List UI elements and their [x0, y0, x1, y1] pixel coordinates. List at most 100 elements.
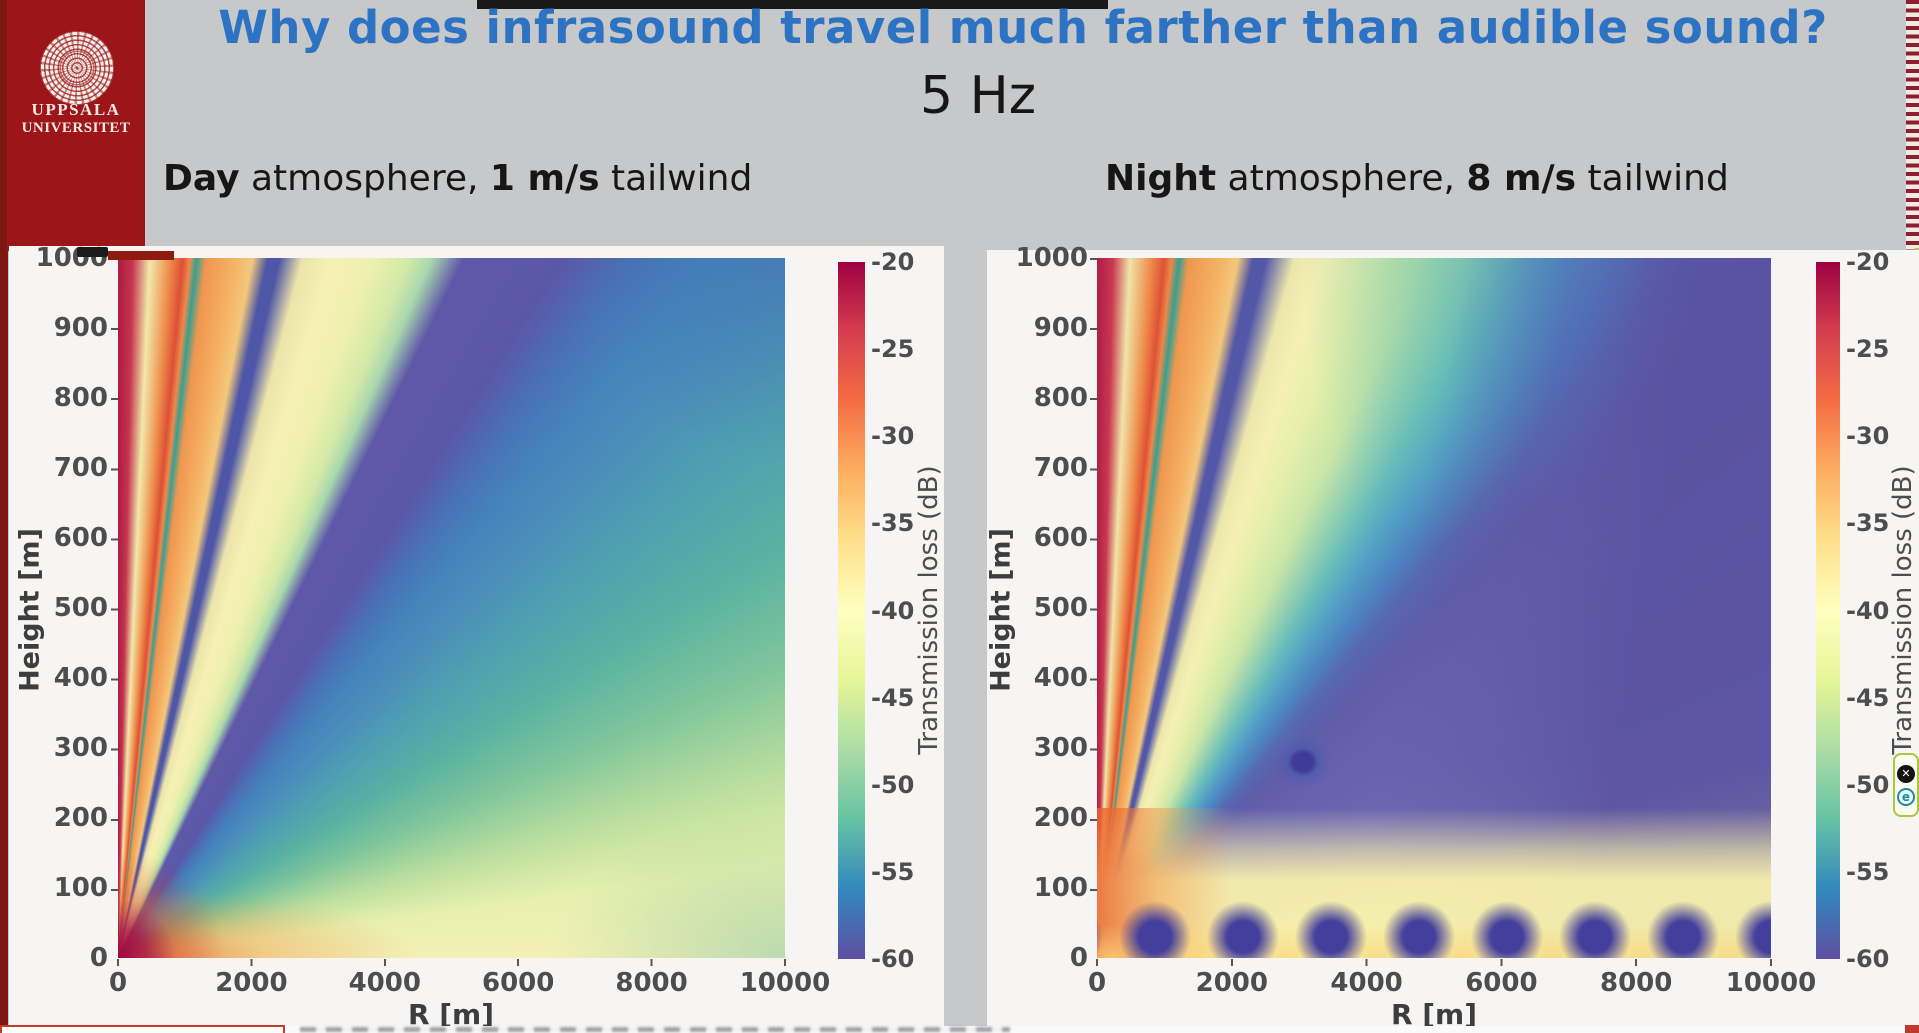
tick-label: -45: [871, 683, 915, 712]
tick-label: -25: [1846, 335, 1890, 364]
day-y-tick-marks: [111, 258, 118, 959]
tick-label: -40: [871, 596, 915, 625]
tick-label: 200: [53, 803, 108, 833]
tick-label: -40: [1846, 596, 1890, 625]
tick-label: 800: [53, 383, 108, 413]
tick-label: -60: [1846, 945, 1890, 973]
university-name-line1: UPPSALA: [31, 100, 121, 119]
tick-label: 0: [108, 968, 128, 998]
day-x-tick-labels: 0 2000 4000 6000 8000 10000: [70, 968, 833, 998]
tick-label: 300: [53, 733, 108, 763]
tick-label: 0: [1069, 943, 1088, 973]
night-text2: tailwind: [1576, 158, 1729, 199]
day-colorbar-tick-labels: -20 -25 -30 -35 -40 -45 -50 -55 -60: [871, 250, 914, 971]
tick-label: 900: [1033, 313, 1088, 343]
day-condition-header: Day atmosphere, 1 m/s tailwind: [163, 158, 752, 199]
slide-title: Why does infrasound travel much farther …: [218, 1, 1828, 54]
day-transmission-loss-heatmap: [118, 258, 785, 958]
tick-label: 600: [53, 523, 108, 553]
tick-label: 8000: [1600, 968, 1673, 998]
night-condition-header: Night atmosphere, 8 m/s tailwind: [1105, 158, 1729, 199]
tick-label: 10000: [739, 968, 831, 998]
tick-label: 0: [89, 943, 108, 973]
top-black-bar: [477, 0, 1108, 9]
tick-label: -35: [871, 509, 915, 538]
overlay-icon-pill: ✕ e: [1893, 753, 1919, 817]
night-y-axis-label: Height [m]: [985, 528, 1017, 692]
day-word: Day: [163, 158, 240, 199]
night-y-tick-marks: [1090, 258, 1097, 959]
day-windspeed: 1 m/s: [489, 158, 600, 199]
tick-label: 900: [53, 313, 108, 343]
university-logo-block: UPPSALA UNIVERSITET: [7, 0, 145, 251]
frequency-label: 5 Hz: [919, 66, 1036, 126]
night-x-axis-label: R [m]: [1390, 998, 1478, 1031]
mini-progress-bar-red: [108, 251, 174, 260]
tick-label: 2000: [1195, 968, 1268, 998]
night-surface-duct-pattern: [1097, 808, 1771, 958]
tick-label: 1000: [1015, 243, 1088, 273]
tick-label: -55: [871, 857, 915, 886]
night-colorbar-title: Transmission loss (dB): [1888, 465, 1918, 755]
day-y-tick-labels: 1000 900 800 700 600 500 400 300 200 100 0: [36, 245, 108, 973]
tick-label: 400: [1033, 663, 1088, 693]
tick-label: -30: [1846, 422, 1890, 451]
tick-label: 0: [1087, 968, 1107, 998]
tick-label: -20: [1846, 248, 1890, 276]
tick-label: 200: [1033, 803, 1088, 833]
day-colorbar: [838, 262, 865, 959]
tick-label: 400: [53, 663, 108, 693]
tick-label: 700: [53, 453, 108, 483]
university-name-line2: UNIVERSITET: [21, 119, 131, 136]
night-transmission-loss-heatmap: [1097, 258, 1771, 958]
university-seal-icon: [40, 31, 114, 105]
tick-label: -20: [871, 248, 915, 276]
bottom-left-red-outline-box: [0, 1025, 285, 1033]
tick-label: -50: [871, 770, 915, 799]
night-windspeed: 8 m/s: [1466, 158, 1577, 199]
tick-label: 100: [1033, 873, 1088, 903]
tick-label: -60: [871, 945, 915, 973]
bottom-right-red-mark: [1905, 1025, 1919, 1033]
tick-label: 600: [1033, 523, 1088, 553]
day-text2: tailwind: [599, 158, 753, 199]
night-word: Night: [1105, 158, 1217, 199]
day-text1: atmosphere,: [239, 158, 490, 199]
night-text1: atmosphere,: [1216, 158, 1467, 199]
tick-label: -45: [1846, 683, 1890, 712]
tick-label: 100: [53, 873, 108, 903]
night-y-tick-labels: 1000 900 800 700 600 500 400 300 200 100 0: [1016, 245, 1088, 973]
day-x-tick-marks: [117, 959, 786, 966]
left-edge-strip: [0, 0, 8, 1033]
night-colorbar-tick-labels: -20 -25 -30 -35 -40 -45 -50 -55 -60: [1846, 250, 1889, 971]
night-x-tick-marks: [1096, 959, 1772, 966]
day-colorbar-title: Transmission loss (dB): [914, 465, 944, 755]
tick-label: 700: [1033, 453, 1088, 483]
right-edge-striped-border: [1906, 0, 1919, 250]
tick-label: 300: [1033, 733, 1088, 763]
night-isolated-null-spot: [1275, 736, 1331, 788]
day-x-axis-label: R [m]: [407, 998, 495, 1031]
tick-label: -30: [871, 422, 915, 451]
tick-label: -25: [871, 335, 915, 364]
tick-label: 8000: [615, 968, 688, 998]
tick-label: 4000: [348, 968, 421, 998]
tick-label: -55: [1846, 857, 1890, 886]
bottom-blurred-text: [300, 1027, 1010, 1032]
tick-label: 2000: [215, 968, 288, 998]
close-icon[interactable]: ✕: [1897, 764, 1915, 783]
tick-label: 10000: [1725, 968, 1817, 998]
tick-label: 500: [53, 593, 108, 623]
tick-label: -50: [1846, 770, 1890, 799]
tick-label: 4000: [1330, 968, 1403, 998]
tick-label: 800: [1033, 383, 1088, 413]
mini-progress-bar-dark: [77, 247, 108, 257]
tick-label: 500: [1033, 593, 1088, 623]
tick-label: -35: [1846, 509, 1890, 538]
tick-label: 6000: [1465, 968, 1538, 998]
e-extension-icon[interactable]: e: [1897, 787, 1915, 806]
tick-label: 6000: [481, 968, 555, 998]
university-name: UPPSALA UNIVERSITET: [7, 100, 145, 137]
night-colorbar: [1816, 262, 1840, 959]
